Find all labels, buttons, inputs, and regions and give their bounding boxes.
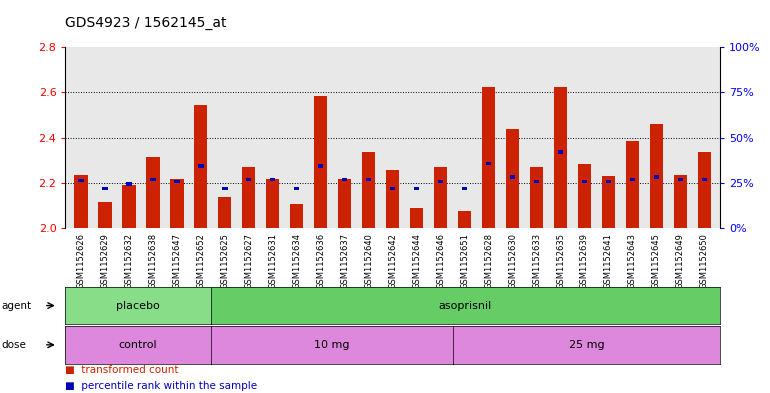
Bar	[198, 164, 203, 167]
Bar	[146, 157, 159, 228]
Bar	[102, 187, 108, 190]
Bar	[122, 185, 136, 228]
Bar	[554, 87, 567, 228]
Bar	[630, 178, 635, 181]
Bar	[482, 87, 495, 228]
Bar	[510, 175, 515, 179]
Bar	[294, 187, 300, 190]
Bar	[223, 187, 227, 190]
Bar	[390, 187, 395, 190]
Bar	[486, 162, 491, 165]
Bar	[674, 175, 687, 228]
Bar	[602, 176, 615, 228]
Text: dose: dose	[2, 340, 26, 350]
Bar	[243, 167, 256, 228]
Bar	[606, 180, 611, 184]
Bar	[99, 202, 112, 228]
Bar	[126, 182, 132, 185]
Bar	[650, 124, 663, 228]
Bar	[558, 151, 563, 154]
Bar	[438, 180, 444, 184]
Bar	[338, 179, 351, 228]
Bar	[150, 178, 156, 181]
Bar	[362, 152, 375, 228]
Bar	[626, 141, 639, 228]
Bar	[75, 175, 88, 228]
Bar	[698, 152, 711, 228]
Bar	[366, 178, 371, 181]
Text: control: control	[119, 340, 158, 350]
Bar	[582, 180, 588, 184]
Bar	[578, 163, 591, 228]
Bar	[174, 180, 179, 184]
Bar	[218, 197, 232, 228]
Text: ■  transformed count: ■ transformed count	[65, 365, 179, 375]
Bar	[414, 187, 420, 190]
Bar	[701, 178, 707, 181]
Bar	[170, 179, 183, 228]
Bar	[462, 187, 467, 190]
Bar	[270, 178, 276, 181]
Text: 25 mg: 25 mg	[569, 340, 604, 350]
Bar	[654, 175, 659, 179]
Bar	[506, 129, 519, 228]
Bar	[79, 179, 84, 182]
Bar	[290, 204, 303, 228]
Bar	[678, 178, 683, 181]
Bar	[194, 105, 207, 228]
Bar	[386, 170, 400, 228]
Bar	[342, 178, 347, 181]
Bar	[530, 167, 543, 228]
Text: ■  percentile rank within the sample: ■ percentile rank within the sample	[65, 381, 258, 391]
Text: 10 mg: 10 mg	[314, 340, 350, 350]
Bar	[410, 208, 424, 228]
Text: GDS4923 / 1562145_at: GDS4923 / 1562145_at	[65, 16, 227, 30]
Text: asoprisnil: asoprisnil	[439, 301, 492, 310]
Bar	[458, 211, 471, 228]
Bar	[434, 167, 447, 228]
Text: placebo: placebo	[116, 301, 160, 310]
Bar	[314, 96, 327, 228]
Bar	[318, 164, 323, 167]
Bar	[246, 178, 252, 181]
Bar	[534, 180, 539, 184]
Bar	[266, 179, 280, 228]
Text: agent: agent	[2, 301, 32, 310]
